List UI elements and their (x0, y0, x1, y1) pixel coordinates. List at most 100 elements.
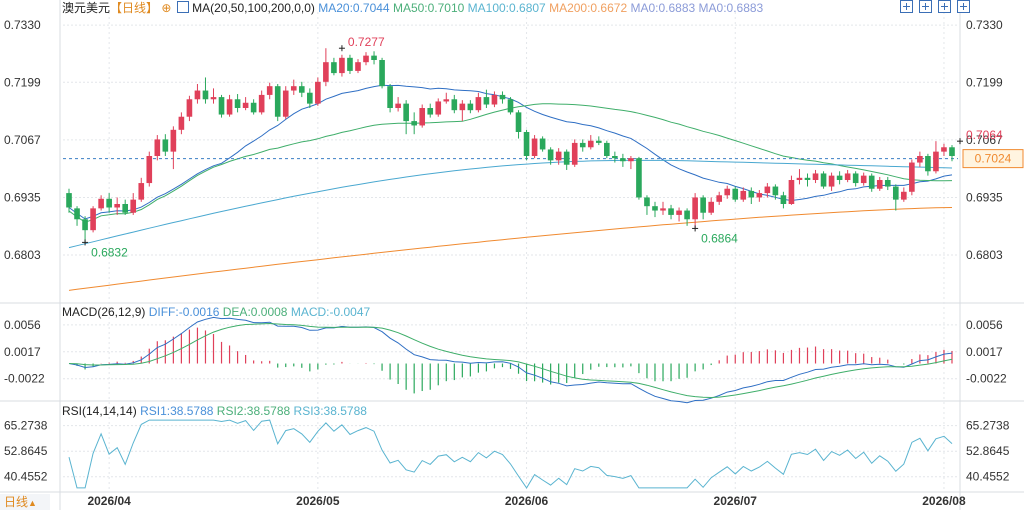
rsi-tick-right-2: 40.4552 (966, 470, 1010, 484)
candle-body (604, 142, 610, 156)
candle-body (716, 195, 723, 202)
extreme-label: 0.7277 (348, 35, 385, 49)
candle-body (387, 86, 393, 108)
candle-body (844, 173, 851, 180)
candle-body (154, 139, 161, 156)
candle-body (467, 103, 474, 111)
candle-body (652, 206, 658, 211)
circle-plus-icon[interactable]: ⊕ (161, 1, 172, 15)
price-tick-left-1: 0.7199 (4, 75, 41, 89)
macd-tick-right-0: 0.0056 (966, 318, 1003, 332)
candle-body (74, 208, 80, 220)
ma-value-1: MA50:0.7010 (389, 1, 465, 15)
period-label[interactable]: 【日线】 (110, 1, 159, 15)
candle-body (780, 195, 787, 204)
candle-body (427, 108, 434, 115)
candle-body (403, 103, 409, 122)
candle-body (628, 158, 634, 162)
ma100-line (68, 159, 953, 249)
candle-body (194, 90, 201, 100)
candle-body (355, 62, 361, 71)
candle-body (676, 210, 682, 215)
price-tick-left-3: 0.6935 (4, 190, 41, 204)
candle-body (523, 132, 530, 156)
candle-body (796, 177, 803, 180)
candle-body (700, 197, 706, 213)
candle-body (66, 193, 72, 208)
candle-body (820, 173, 827, 187)
price-tick-right-4: 0.6803 (966, 248, 1003, 262)
price-tick-right-2: 0.7067 (966, 133, 1003, 147)
candle-body (571, 142, 578, 165)
time-tick-1: 2026/05 (296, 494, 340, 508)
candle-body (901, 191, 907, 200)
candle-body (507, 99, 514, 113)
candle-body (499, 94, 506, 100)
candle-body (491, 94, 498, 105)
rsi1-value: RSI1:38.5788 (140, 404, 214, 418)
candle-body (186, 99, 193, 117)
candle-body (563, 151, 570, 165)
ma-chart-icon[interactable] (176, 1, 189, 13)
ma-values: MA20:0.7044 MA50:0.7010 MA100:0.6807 MA2… (318, 1, 763, 15)
candle-body (218, 97, 225, 115)
ma-value-3: MA200:0.6672 (545, 1, 628, 15)
chevron-up-icon: ▲ (28, 498, 37, 508)
candle-body (692, 197, 698, 220)
candle-body (595, 140, 602, 143)
time-tick-3: 2026/07 (714, 494, 758, 508)
macd-tick-left-2: -0.0022 (4, 372, 45, 386)
candle-body (130, 199, 137, 213)
candle-body (202, 90, 209, 100)
rsi-tick-right-1: 52.8645 (966, 444, 1010, 458)
settings-icon[interactable] (957, 0, 970, 13)
candle-body (242, 102, 249, 108)
candle-body (459, 103, 466, 111)
candle-body (138, 183, 145, 200)
candle-body (307, 92, 313, 104)
candle-body (555, 151, 562, 161)
ma-value-2: MA100:0.6807 (464, 1, 546, 15)
candle-body (411, 121, 417, 126)
price-tick-right-3: 0.6935 (966, 190, 1003, 204)
ma-value-4: MA0:0.6883 (627, 1, 696, 15)
candle-body (250, 102, 257, 113)
candle-body (620, 158, 626, 162)
candle-body (828, 175, 835, 187)
macd-dea: DEA:0.0008 (222, 305, 288, 319)
candle-body (756, 193, 763, 198)
candle-body (483, 97, 490, 105)
candle-body (274, 86, 281, 117)
period-selector[interactable]: 日线▲ (0, 494, 50, 510)
candle-body (876, 180, 883, 189)
candle-body (266, 86, 273, 95)
candle-body (860, 175, 867, 184)
price-tick-left-0: 0.7330 (4, 18, 41, 32)
ma-value-0: MA20:0.7044 (318, 1, 390, 15)
macd-tick-right-2: -0.0022 (966, 372, 1007, 386)
candle-body (178, 116, 185, 130)
candle-body (395, 103, 401, 108)
candle-body (925, 156, 931, 172)
candle-body (379, 60, 385, 87)
bar-chart-icon[interactable] (938, 0, 951, 13)
candle-body (122, 204, 129, 213)
candle-body (539, 138, 546, 150)
split-view-icon[interactable] (919, 0, 932, 13)
rsi-label: RSI(14,14,14) (62, 404, 137, 418)
candle-body (90, 208, 96, 231)
candle-body (443, 99, 450, 102)
candle-body (941, 147, 947, 152)
extreme-label: 0.7064 (966, 128, 1003, 142)
crosshair-icon[interactable] (900, 0, 913, 13)
macd-header: MACD(26,12,9) DIFF:-0.0016 DEA:0.0008 MA… (62, 305, 370, 319)
candle-body (106, 198, 112, 208)
macd-tick-left-0: 0.0056 (4, 318, 41, 332)
candle-body (435, 101, 442, 115)
candle-body (547, 149, 554, 161)
rsi-line (68, 419, 953, 489)
candle-body (812, 173, 819, 180)
macd-diff: DIFF:-0.0016 (148, 305, 220, 319)
price-tick-left-4: 0.6803 (4, 248, 41, 262)
